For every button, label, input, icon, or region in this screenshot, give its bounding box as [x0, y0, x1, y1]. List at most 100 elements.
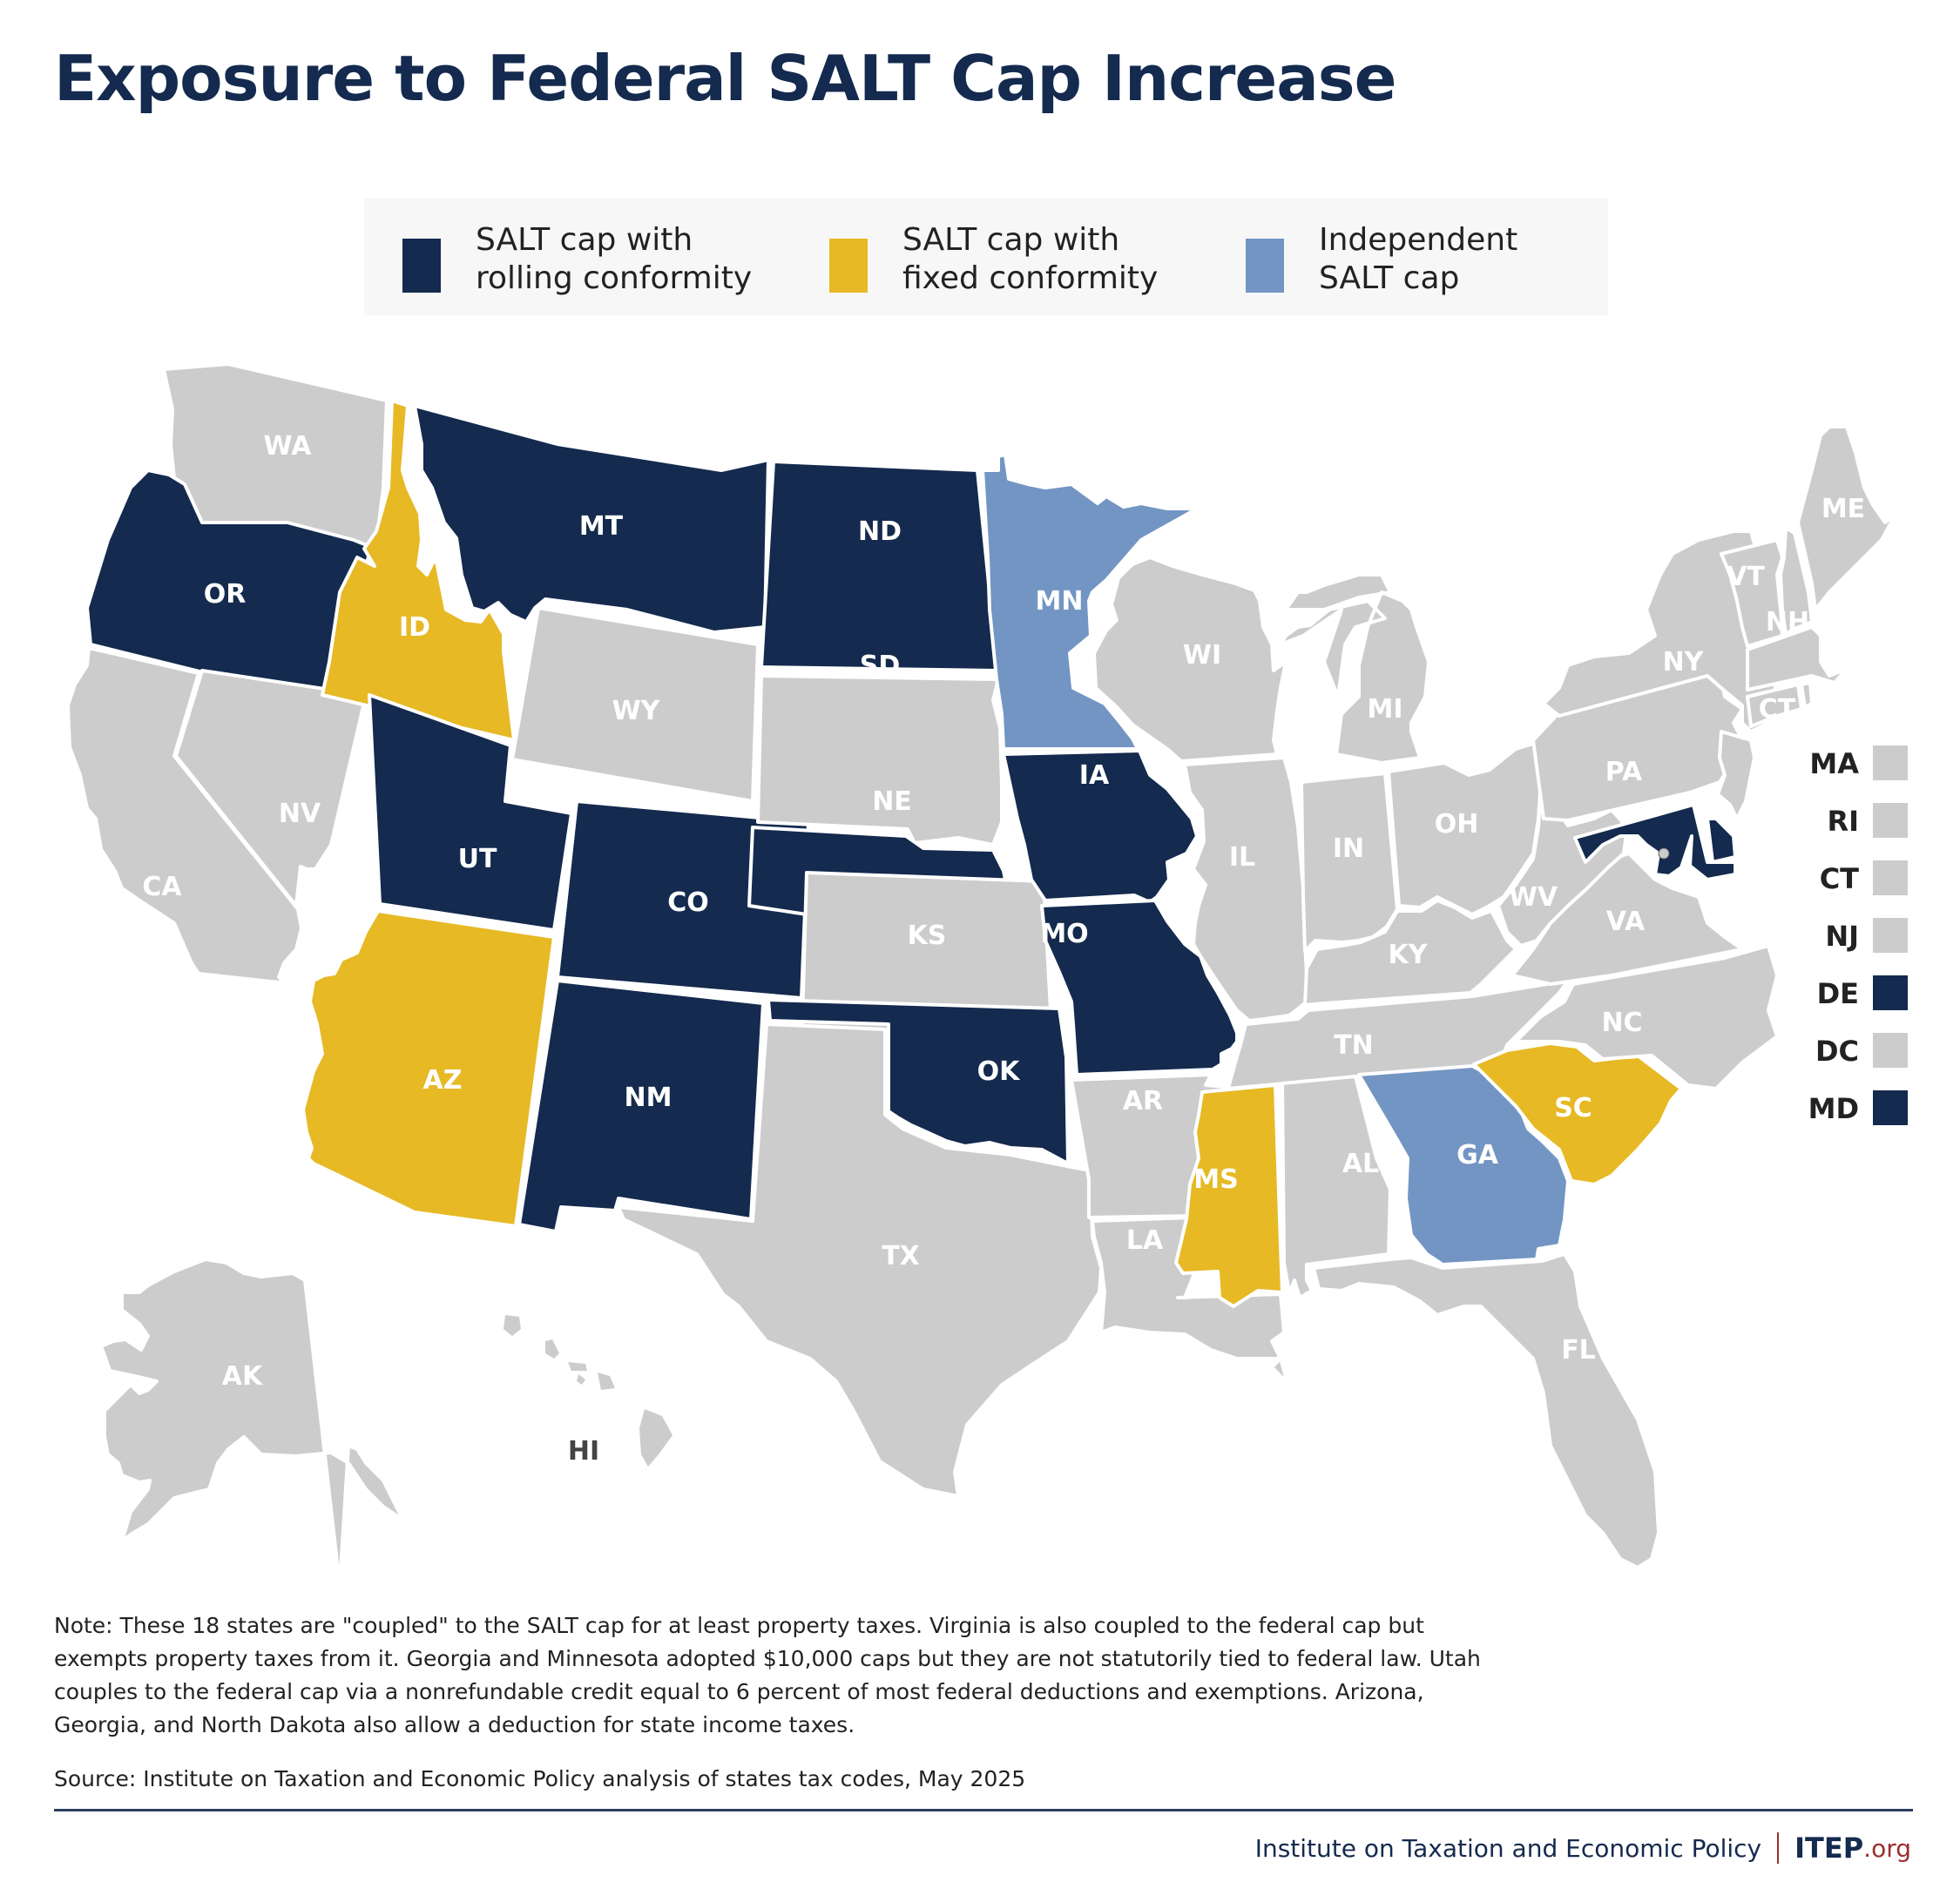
state-label-KS: KS [908, 921, 947, 951]
state-KY[interactable] [1303, 899, 1517, 1007]
state-labels: WA OR CA NV ID MT WY UT AZ CO NM ND SD NE KS OK TX MN IA MO… [142, 431, 1865, 1392]
small-state-swatch[interactable] [1873, 860, 1908, 895]
state-OH[interactable] [1387, 742, 1544, 916]
state-WI[interactable] [1092, 556, 1288, 763]
state-label-NM: NM [625, 1083, 672, 1113]
small-state-CT: CT [1794, 857, 1908, 914]
state-label-FL: FL [1561, 1335, 1596, 1366]
state-CA[interactable] [66, 646, 303, 984]
state-label-MS: MS [1193, 1164, 1238, 1195]
state-RI[interactable] [1800, 681, 1814, 709]
small-state-swatch[interactable] [1873, 745, 1908, 780]
small-state-label: CT [1819, 862, 1859, 895]
state-label-AK: AK [222, 1361, 264, 1392]
legend-label-rolling: SALT cap with rolling conformity [476, 222, 753, 296]
state-AL[interactable] [1281, 1075, 1392, 1299]
state-label-VA: VA [1606, 907, 1646, 937]
small-state-swatch[interactable] [1873, 975, 1908, 1010]
state-label-OH: OH [1435, 809, 1479, 840]
state-label-SC: SC [1554, 1093, 1592, 1123]
state-NM[interactable] [517, 979, 765, 1233]
state-MT[interactable] [413, 404, 770, 634]
small-states-legend: MA RI CT NJ DE DC MD [1794, 742, 1908, 1144]
state-label-OR: OR [204, 579, 247, 610]
legend-swatch-independent [1246, 239, 1284, 293]
state-AK[interactable] [99, 1258, 411, 1587]
itep-logo-suffix[interactable]: .org [1863, 1833, 1911, 1863]
state-label-CO: CO [667, 887, 709, 918]
state-ME[interactable] [1796, 425, 1897, 611]
state-label-IA: IA [1079, 760, 1110, 791]
state-ID[interactable] [321, 399, 516, 742]
state-label-NV: NV [279, 799, 321, 829]
state-MD[interactable] [1573, 803, 1737, 881]
state-label-WI: WI [1183, 640, 1221, 671]
small-state-swatch[interactable] [1873, 1090, 1908, 1125]
state-WY[interactable] [510, 606, 760, 803]
state-CT[interactable] [1746, 683, 1803, 728]
small-state-label: MD [1808, 1092, 1859, 1125]
state-label-MO: MO [1040, 919, 1088, 949]
state-HI[interactable] [504, 1315, 672, 1467]
state-label-PA: PA [1605, 757, 1643, 787]
state-AZ[interactable] [301, 909, 556, 1228]
small-state-label: RI [1827, 805, 1859, 838]
state-NC[interactable] [1514, 944, 1779, 1090]
state-label-IN: IN [1333, 833, 1364, 864]
small-state-swatch[interactable] [1873, 803, 1908, 838]
footer-separator [1777, 1832, 1780, 1864]
state-SD[interactable] [756, 674, 1004, 847]
note-text: Note: These 18 states are "coupled" to t… [54, 1613, 1481, 1737]
us-map: WA OR CA NV ID MT WY UT AZ CO NM ND SD NE KS OK TX MN IA MO… [66, 362, 1897, 1587]
footer: Institute on Taxation and Economic Polic… [1255, 1829, 1911, 1867]
state-MS[interactable] [1174, 1083, 1284, 1308]
state-label-WY: WY [612, 696, 661, 726]
small-state-RI: RI [1794, 799, 1908, 857]
state-label-SD: SD [860, 651, 901, 681]
state-label-TX: TX [882, 1241, 920, 1272]
state-label-MI: MI [1367, 694, 1402, 725]
state-label-KY: KY [1389, 940, 1429, 970]
state-MI[interactable] [1279, 573, 1430, 765]
state-label-NY: NY [1663, 647, 1705, 678]
small-state-MA: MA [1794, 742, 1908, 799]
state-MA[interactable] [1746, 625, 1848, 691]
small-state-label: DE [1816, 977, 1859, 1010]
state-label-TN: TN [1334, 1030, 1374, 1061]
state-ND[interactable] [760, 460, 1000, 672]
state-MN[interactable] [981, 453, 1199, 751]
state-label-AZ: AZ [423, 1065, 463, 1096]
footer-divider [54, 1809, 1913, 1811]
state-NJ[interactable] [1716, 730, 1756, 820]
state-label-OK: OK [977, 1056, 1022, 1087]
state-label-CT: CT [1759, 694, 1796, 725]
state-OK[interactable] [767, 998, 1070, 1165]
state-FL[interactable] [1312, 1252, 1660, 1569]
state-label-WA: WA [264, 431, 313, 462]
legend-swatch-fixed [829, 239, 868, 293]
small-state-swatch[interactable] [1873, 918, 1908, 953]
state-UT[interactable] [368, 693, 573, 932]
state-label-MN: MN [1036, 586, 1084, 617]
state-IA[interactable] [1002, 749, 1199, 904]
state-SC[interactable] [1472, 1042, 1683, 1186]
state-label-AR: AR [1123, 1086, 1163, 1116]
state-MO[interactable] [1040, 899, 1239, 1076]
itep-logo-main[interactable]: ITEP [1794, 1831, 1864, 1865]
small-state-swatch[interactable] [1873, 1033, 1908, 1068]
legend: SALT cap with rolling conformity SALT ca… [364, 199, 1608, 315]
state-NV[interactable] [174, 669, 368, 907]
state-IN[interactable] [1300, 772, 1399, 953]
page-title: Exposure to Federal SALT Cap Increase [54, 42, 1396, 115]
state-label-NH: NH [1766, 607, 1809, 637]
state-TX[interactable] [617, 1022, 1103, 1498]
state-DE[interactable] [1706, 817, 1737, 864]
state-label-AL: AL [1342, 1149, 1379, 1179]
state-LA[interactable] [1091, 1216, 1289, 1385]
state-shapes [66, 362, 1897, 1587]
legend-label-fixed: SALT cap with fixed conformity [902, 222, 1159, 296]
state-DC[interactable] [1658, 847, 1670, 860]
state-label-ID: ID [399, 612, 430, 643]
state-NH[interactable] [1779, 526, 1814, 636]
state-label-UT: UT [458, 844, 497, 874]
